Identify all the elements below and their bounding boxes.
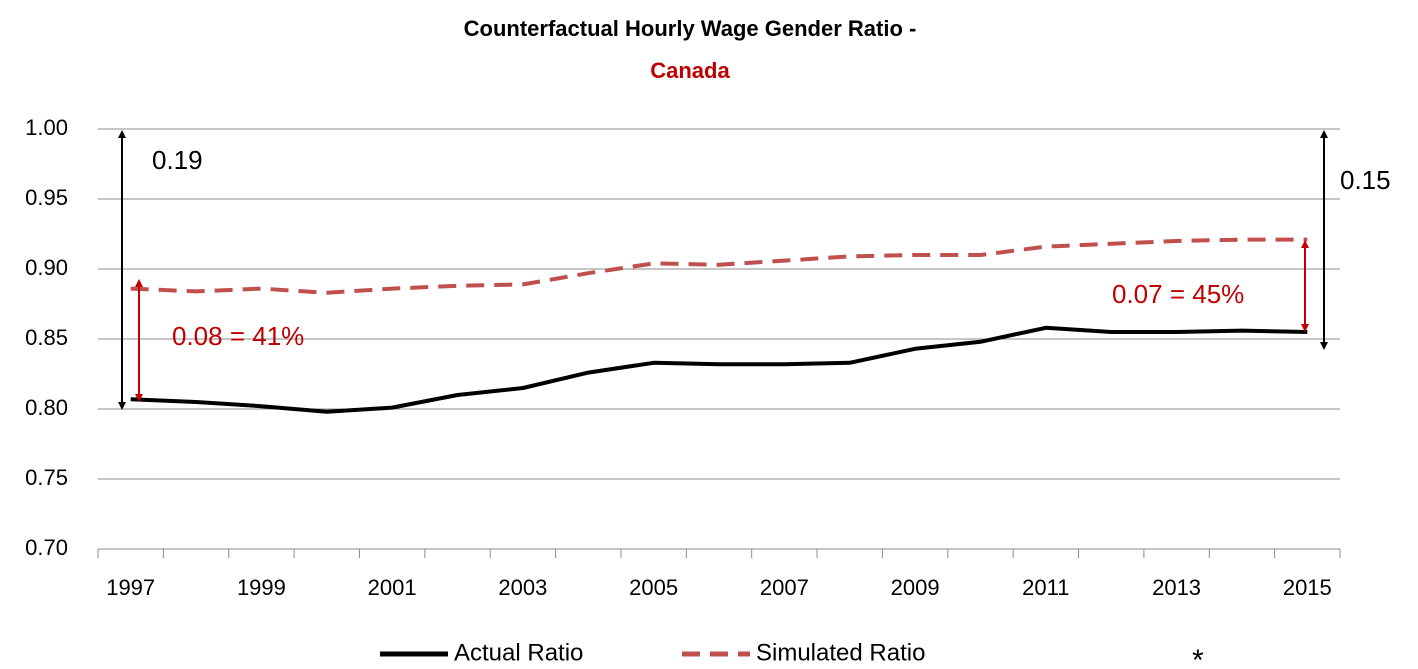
y-tick-label: 0.95 (25, 185, 68, 210)
x-tick-label: 2015 (1283, 575, 1332, 600)
chart-subtitle: Canada (650, 58, 730, 83)
legend-label: Simulated Ratio (756, 639, 925, 666)
annotation: 0.08 = 41% (172, 321, 304, 351)
y-tick-label: 0.75 (25, 465, 68, 490)
annotation: 0.19 (152, 145, 203, 175)
legend-label: Actual Ratio (454, 639, 583, 666)
y-tick-label: 0.85 (25, 325, 68, 350)
x-tick-label: 2011 (1022, 575, 1069, 600)
chart-title: Counterfactual Hourly Wage Gender Ratio … (464, 16, 917, 41)
plot-area: 0.70 0.75 0.80 0.85 0.90 0.95 1.00 1997 1999 2001… (25, 115, 1341, 600)
x-tick-label: 1999 (237, 575, 286, 600)
y-tick-label: 0.70 (25, 535, 68, 560)
footnote: * (1192, 644, 1204, 669)
annotation: 0.07 = 45% (1112, 279, 1244, 309)
series-line (130, 237, 1308, 295)
series-line (130, 325, 1308, 414)
x-tick-label: 1997 (106, 575, 155, 600)
x-tick-label: 2005 (629, 575, 678, 600)
x-tick-label: 2013 (1152, 575, 1201, 600)
annotation: 0.15 (1340, 165, 1391, 195)
x-tick-label: 2007 (760, 575, 809, 600)
x-tick-label: 2009 (891, 575, 940, 600)
x-tick-label: 2003 (498, 575, 547, 600)
y-tick-label: 1.00 (25, 115, 68, 140)
y-tick-label: 0.80 (25, 395, 68, 420)
y-tick-label: 0.90 (25, 255, 68, 280)
x-tick-label: 2001 (368, 575, 417, 600)
